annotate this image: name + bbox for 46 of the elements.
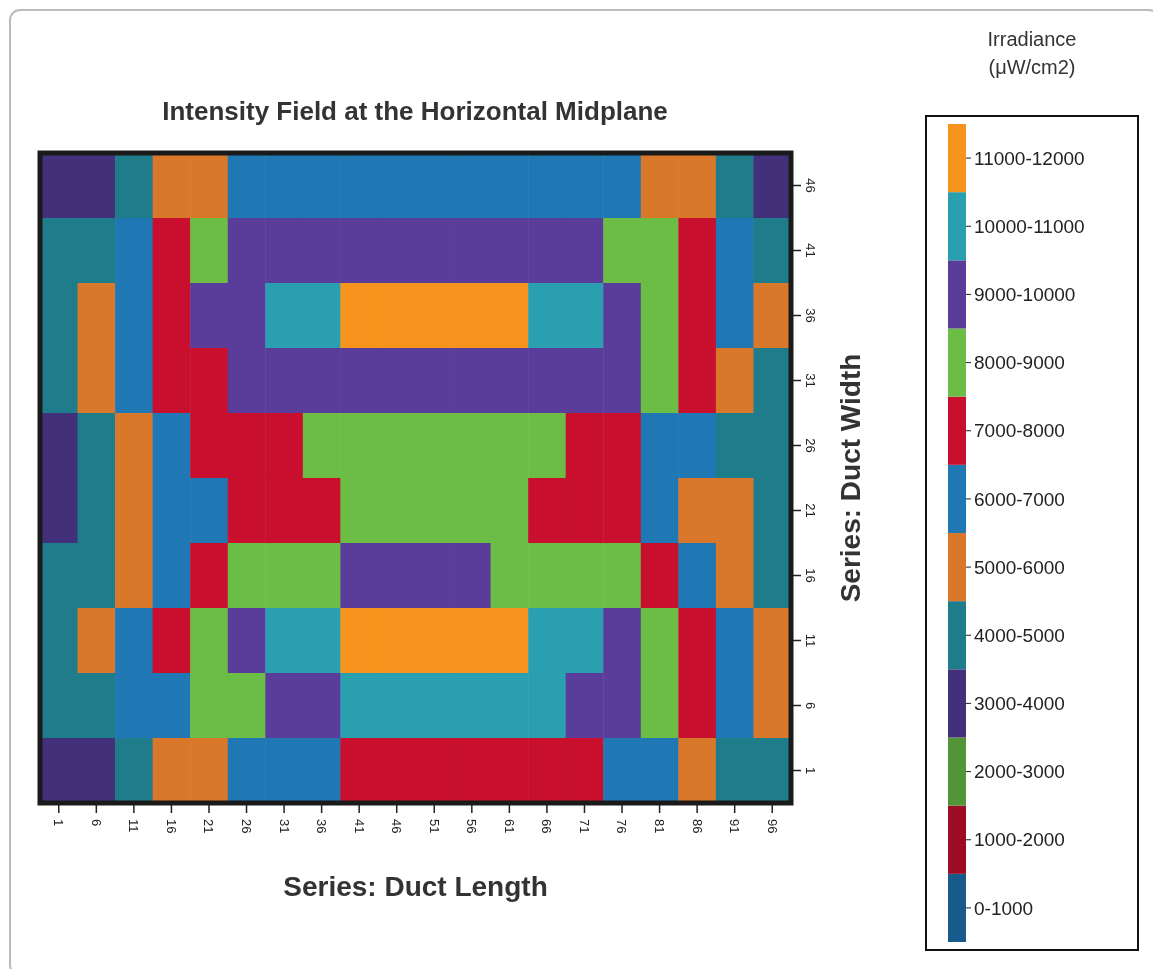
x-tick-label: 1 bbox=[51, 819, 67, 827]
y-tick-label: 36 bbox=[803, 308, 819, 323]
y-axis-title: Series: Duct Width bbox=[835, 353, 866, 603]
color-bar-label: 5000-6000 bbox=[974, 556, 1065, 578]
chart-title: Intensity Field at the Horizontal Midplane bbox=[162, 96, 668, 126]
x-tick-label: 36 bbox=[314, 819, 330, 834]
y-tick-label: 16 bbox=[803, 568, 819, 583]
color-bar-label: 2000-3000 bbox=[974, 761, 1065, 783]
x-tick-label: 96 bbox=[764, 819, 780, 834]
color-bar-label: 4000-5000 bbox=[974, 624, 1065, 646]
color-bar-title: Irradiance (μW/cm2) bbox=[987, 28, 1077, 78]
color-bar-label: 11000-12000 bbox=[974, 147, 1085, 169]
color-bar-label: 9000-10000 bbox=[974, 284, 1076, 306]
x-tick-label: 31 bbox=[276, 819, 292, 834]
x-tick-label: 6 bbox=[88, 819, 104, 827]
color-bar-label: 7000-8000 bbox=[974, 420, 1065, 442]
x-tick-label: 71 bbox=[576, 819, 592, 834]
x-tick-label: 86 bbox=[689, 819, 705, 834]
y-tick-label: 21 bbox=[803, 503, 819, 518]
color-bar-label: 6000-7000 bbox=[974, 488, 1065, 510]
y-tick-label: 46 bbox=[803, 178, 819, 193]
y-tick-label: 31 bbox=[803, 373, 819, 388]
y-tick-label: 26 bbox=[803, 438, 819, 453]
x-tick-label: 41 bbox=[351, 819, 367, 834]
x-tick-label: 66 bbox=[539, 819, 555, 834]
x-axis-title: Series: Duct Length bbox=[283, 871, 548, 902]
x-tick-label: 91 bbox=[727, 819, 743, 834]
y-tick-label: 41 bbox=[803, 243, 819, 258]
color-bar-label: 3000-4000 bbox=[974, 693, 1065, 715]
x-tick-label: 26 bbox=[238, 819, 254, 834]
y-tick-label: 6 bbox=[803, 701, 819, 710]
x-tick-label: 56 bbox=[464, 819, 480, 834]
x-tick-label: 21 bbox=[201, 819, 217, 834]
y-tick-label: 1 bbox=[803, 766, 819, 775]
x-tick-label: 16 bbox=[163, 819, 179, 834]
x-tick-label: 46 bbox=[389, 819, 405, 834]
color-bar-label: 8000-9000 bbox=[974, 352, 1065, 374]
x-tick-label: 81 bbox=[652, 819, 668, 834]
x-tick-label: 51 bbox=[426, 819, 442, 834]
x-tick-label: 61 bbox=[501, 819, 517, 834]
color-bar-label: 1000-2000 bbox=[974, 829, 1065, 851]
y-tick-label: 11 bbox=[803, 633, 819, 648]
color-bar-label: 10000-11000 bbox=[974, 215, 1085, 237]
x-tick-label: 76 bbox=[614, 819, 630, 834]
color-bar-label: 0-1000 bbox=[974, 897, 1034, 919]
x-tick-label: 11 bbox=[126, 819, 142, 833]
